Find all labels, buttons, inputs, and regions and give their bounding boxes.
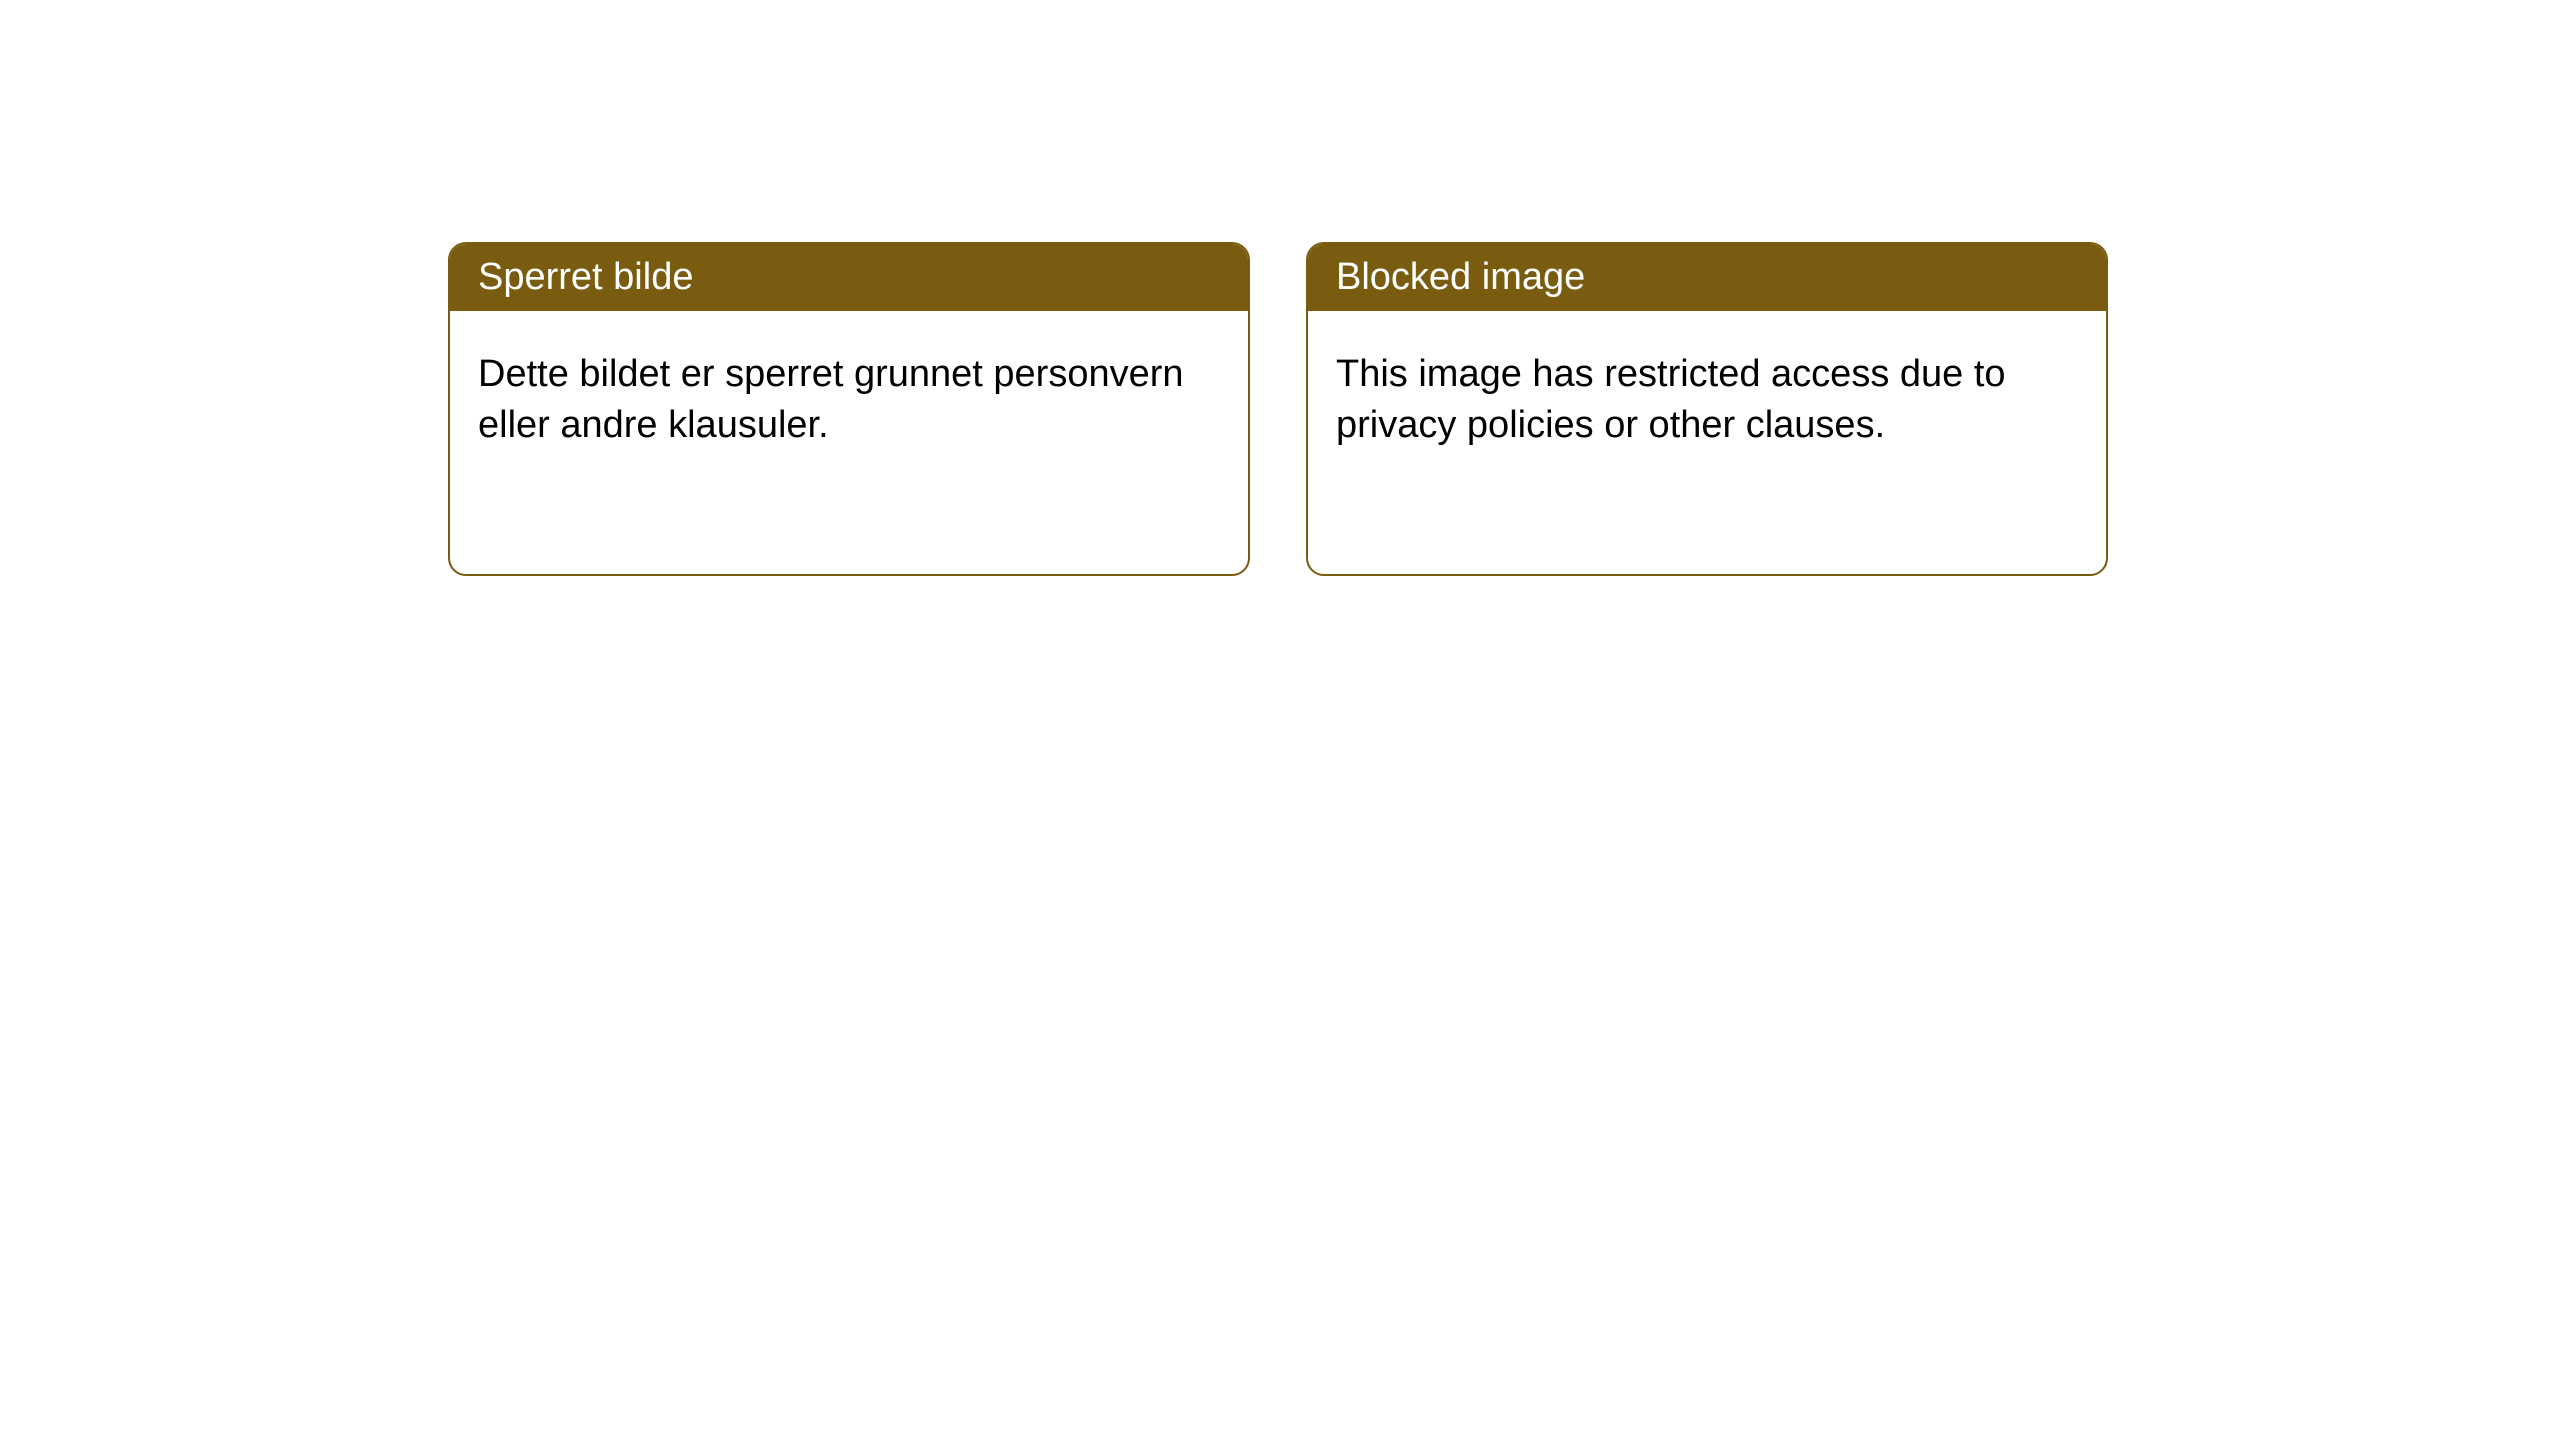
panel-title: Blocked image [1336,256,1585,298]
panel-header: Blocked image [1308,244,2106,311]
panel-body-text: This image has restricted access due to … [1336,353,2006,446]
notice-panel-norwegian: Sperret bilde Dette bildet er sperret gr… [448,242,1250,576]
panel-title: Sperret bilde [478,256,693,298]
notice-container: Sperret bilde Dette bildet er sperret gr… [448,242,2108,576]
panel-header: Sperret bilde [450,244,1248,311]
notice-panel-english: Blocked image This image has restricted … [1306,242,2108,576]
panel-body: This image has restricted access due to … [1308,311,2106,490]
panel-body: Dette bildet er sperret grunnet personve… [450,311,1248,490]
panel-body-text: Dette bildet er sperret grunnet personve… [478,353,1184,446]
